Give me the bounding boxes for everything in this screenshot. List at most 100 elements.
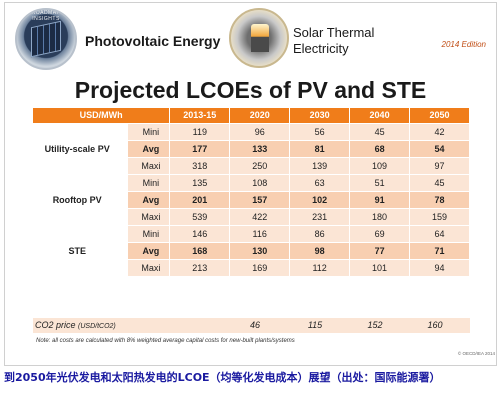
lcoe-value-cell: 96 (229, 122, 291, 140)
lcoe-value-cell: 86 (289, 224, 351, 242)
lcoe-value-cell: 422 (229, 207, 291, 225)
table-row: Maxi 318 250 139 109 97 (33, 156, 470, 174)
figure-caption: 到2050年光伏发电和太阳热发电的LCOE（均等化发电成本）展望（出处：国际能源… (4, 371, 441, 384)
co2-value: 160 (427, 320, 443, 330)
group-label (33, 122, 129, 140)
lcoe-value-cell: 135 (169, 173, 231, 191)
tier-label: Avg (127, 139, 171, 157)
lcoe-value-cell: 91 (349, 190, 411, 208)
lcoe-value-cell: 169 (229, 258, 291, 276)
tier-label: Maxi (127, 156, 171, 174)
tier-label: Avg (127, 241, 171, 259)
pv-roadmap-logo-icon: ROADMAP INSIGHTS (15, 8, 77, 70)
group-label (33, 156, 129, 174)
pv-title: Photovoltaic Energy (85, 33, 221, 49)
co2-value: 46 (249, 320, 260, 330)
group-label (33, 173, 129, 191)
year-header: 2030 (289, 108, 351, 123)
tier-label: Mini (127, 173, 171, 191)
lcoe-value-cell: 77 (349, 241, 411, 259)
co2-price-label: CO2 price (USD/tCO2) (35, 320, 116, 330)
lcoe-value-cell: 180 (349, 207, 411, 225)
table-row: Mini 146 116 86 69 64 (33, 224, 470, 242)
lcoe-value-cell: 42 (409, 122, 470, 140)
edition-label: 2014 Edition (441, 40, 486, 49)
lcoe-value-cell: 139 (289, 156, 351, 174)
group-label: Utility-scale PV (33, 139, 129, 157)
copyright: © OECD/IEA 2014 (457, 351, 495, 356)
lcoe-value-cell: 108 (229, 173, 291, 191)
lcoe-value-cell: 130 (229, 241, 291, 259)
group-label (33, 258, 129, 276)
group-label (33, 224, 129, 242)
lcoe-value-cell: 64 (409, 224, 470, 242)
tier-label: Maxi (127, 258, 171, 276)
lcoe-value-cell: 54 (409, 139, 470, 157)
lcoe-value-cell: 45 (349, 122, 411, 140)
year-header: 2050 (409, 108, 470, 123)
table-header-row: USD/MWh 2013-15 2020 2030 2040 2050 (33, 108, 470, 123)
lcoe-value-cell: 81 (289, 139, 351, 157)
solar-tower-icon (251, 24, 269, 52)
lcoe-table: USD/MWh 2013-15 2020 2030 2040 2050 Mini… (33, 108, 470, 276)
table-row: Utility-scale PV Avg 177 133 81 68 54 (33, 139, 470, 157)
lcoe-value-cell: 94 (409, 258, 470, 276)
lcoe-value-cell: 146 (169, 224, 231, 242)
solar-panel-icon (31, 20, 61, 58)
lcoe-value-cell: 71 (409, 241, 470, 259)
co2-label-text: CO2 price (35, 320, 76, 330)
lcoe-value-cell: 116 (229, 224, 291, 242)
slide-title: Projected LCOEs of PV and STE (74, 77, 427, 103)
year-header: 2040 (349, 108, 411, 123)
tier-label: Maxi (127, 207, 171, 225)
co2-value: 115 (307, 320, 323, 330)
unit-header: USD/MWh (33, 108, 171, 123)
lcoe-value-cell: 159 (409, 207, 470, 225)
year-header: 2020 (229, 108, 291, 123)
lcoe-value-cell: 78 (409, 190, 470, 208)
lcoe-value-cell: 101 (349, 258, 411, 276)
ste-roadmap-logo-icon (229, 8, 289, 68)
lcoe-value-cell: 112 (289, 258, 351, 276)
lcoe-value-cell: 539 (169, 207, 231, 225)
lcoe-value-cell: 133 (229, 139, 291, 157)
lcoe-value-cell: 250 (229, 156, 291, 174)
tier-label: Mini (127, 224, 171, 242)
lcoe-value-cell: 318 (169, 156, 231, 174)
tier-label: Avg (127, 190, 171, 208)
lcoe-value-cell: 157 (229, 190, 291, 208)
group-label: STE (33, 241, 129, 259)
lcoe-value-cell: 97 (409, 156, 470, 174)
group-label (33, 207, 129, 225)
lcoe-value-cell: 51 (349, 173, 411, 191)
footnote: Note: all costs are calculated with 8% w… (36, 338, 295, 344)
tier-label: Mini (127, 122, 171, 140)
year-header: 2013-15 (169, 108, 231, 123)
lcoe-value-cell: 177 (169, 139, 231, 157)
co2-unit: (USD/tCO2) (78, 323, 116, 330)
lcoe-value-cell: 102 (289, 190, 351, 208)
ste-title: Solar Thermal Electricity (293, 25, 375, 56)
table-row: STE Avg 168 130 98 77 71 (33, 241, 470, 259)
lcoe-value-cell: 98 (289, 241, 351, 259)
slide-header: ROADMAP INSIGHTS Photovoltaic Energy Sol… (5, 3, 496, 70)
table-row: Mini 119 96 56 45 42 (33, 122, 470, 140)
co2-value: 152 (367, 320, 383, 330)
table-row: Maxi 213 169 112 101 94 (33, 258, 470, 276)
lcoe-value-cell: 69 (349, 224, 411, 242)
pv-logo-ring-text: ROADMAP INSIGHTS (31, 10, 61, 22)
table-row: Rooftop PV Avg 201 157 102 91 78 (33, 190, 470, 208)
table-body: Mini 119 96 56 45 42 Utility-scale PV Avg 177 133… (33, 122, 470, 276)
lcoe-value-cell: 56 (289, 122, 351, 140)
lcoe-value-cell: 68 (349, 139, 411, 157)
lcoe-value-cell: 168 (169, 241, 231, 259)
table-row: Mini 135 108 63 51 45 (33, 173, 470, 191)
lcoe-value-cell: 63 (289, 173, 351, 191)
table-row: Maxi 539 422 231 180 159 (33, 207, 470, 225)
lcoe-value-cell: 201 (169, 190, 231, 208)
lcoe-value-cell: 119 (169, 122, 231, 140)
lcoe-value-cell: 109 (349, 156, 411, 174)
lcoe-value-cell: 213 (169, 258, 231, 276)
group-label: Rooftop PV (33, 190, 129, 208)
co2-price-row: CO2 price (USD/tCO2) 46 115 152 160 (33, 318, 470, 333)
